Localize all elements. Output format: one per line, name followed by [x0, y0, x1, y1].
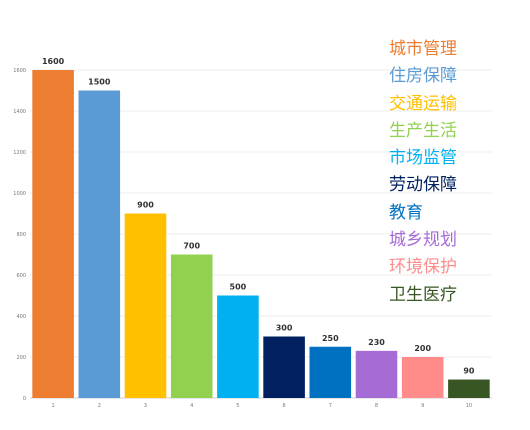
y-tick-label: 600: [16, 273, 26, 279]
data-label: 200: [414, 344, 431, 353]
x-tick-label: 3: [144, 403, 147, 409]
legend-item: 交通运输: [389, 93, 457, 114]
bar: [217, 295, 259, 398]
bar: [124, 213, 167, 398]
data-label: 300: [276, 324, 293, 333]
bar: [78, 90, 121, 398]
x-axis: 1 2 3 4 5 6 7 8 9 10: [52, 403, 473, 409]
legend-item: 教育: [389, 202, 423, 223]
x-tick-label: 6: [283, 403, 286, 409]
y-tick-label: 1600: [13, 68, 26, 74]
y-tick-label: 0: [23, 396, 26, 402]
x-tick-label: 8: [375, 403, 378, 409]
data-label: 1600: [42, 57, 65, 66]
y-tick-label: 400: [16, 314, 26, 320]
y-tick-label: 200: [16, 355, 26, 361]
legend-item: 城市管理: [389, 39, 457, 59]
bar: [170, 254, 213, 398]
data-label: 90: [463, 367, 475, 376]
y-tick-label: 1000: [13, 191, 26, 197]
bar: [401, 357, 444, 398]
y-tick-label: 1400: [13, 109, 26, 115]
y-axis: 0 200 400 600 800 1000 1200 1400 1600: [13, 68, 26, 402]
x-tick-label: 1: [52, 403, 55, 409]
legend-item: 生产生活: [389, 120, 457, 141]
data-label: 250: [322, 334, 339, 343]
x-tick-label: 7: [329, 403, 332, 409]
legend-item: 城乡规划: [389, 230, 457, 251]
legend-item: 住房保障: [389, 66, 457, 87]
x-tick-label: 9: [421, 403, 424, 409]
data-label: 900: [137, 201, 154, 210]
x-tick-label: 10: [466, 403, 472, 409]
y-tick-label: 800: [16, 232, 26, 238]
bar: [309, 346, 352, 398]
legend-item: 卫生医疗: [389, 284, 457, 305]
legend-item: 市场监管: [389, 148, 457, 169]
data-label: 700: [183, 242, 200, 251]
legend-item: 劳动保障: [389, 175, 457, 196]
data-label: 230: [368, 338, 385, 347]
bar: [448, 379, 490, 398]
legend: 城市管理住房保障交通运输生产生活市场监管劳动保障教育城乡规划环境保护卫生医疗: [389, 36, 529, 309]
legend-item: 环境保护: [389, 257, 457, 278]
bar: [263, 336, 305, 398]
bars: 1600 1500 900 700 500 300 250 230 200 90: [32, 57, 490, 398]
data-label: 500: [230, 283, 247, 292]
x-tick-label: 5: [236, 403, 239, 409]
y-tick-label: 1200: [13, 150, 26, 156]
x-tick-label: 2: [98, 403, 101, 409]
bar: [32, 70, 74, 398]
x-tick-label: 4: [190, 403, 193, 409]
bar: [355, 350, 398, 398]
data-label: 1500: [88, 78, 111, 87]
